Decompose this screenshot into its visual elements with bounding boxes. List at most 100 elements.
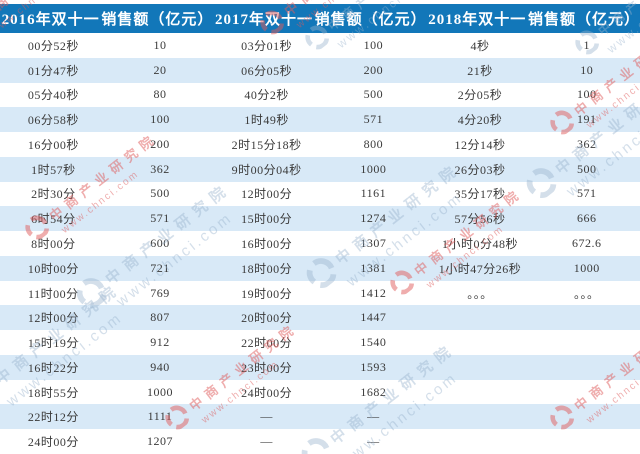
- table-cell: 06分05秒: [241, 63, 293, 78]
- table-cell: 16时00分: [241, 237, 293, 251]
- table-cell: 100: [150, 112, 170, 127]
- table-cell: 。。。: [573, 286, 600, 301]
- table-cell: 20: [153, 62, 167, 77]
- table-row: 12时00分 807 20时00分 1447: [0, 305, 640, 331]
- table-cell: 940: [150, 359, 170, 374]
- table-cell: 1时57秒: [31, 162, 76, 177]
- table-cell: 807: [150, 310, 170, 325]
- table-row: 06分58秒 100 1时49秒 571 4分20秒 191: [0, 107, 640, 133]
- table-cell: 40分2秒: [244, 88, 289, 103]
- table-cell: 4分20秒: [457, 113, 503, 128]
- table-cell: 1381: [360, 260, 387, 275]
- table-cell: 18时55分: [27, 385, 79, 400]
- table-cell: 1447: [360, 310, 387, 325]
- table-cell: 16时22分: [27, 360, 79, 375]
- column-header-2017-sales: 销售额（亿元）: [314, 12, 427, 28]
- table-cell: 362: [576, 136, 597, 151]
- table-cell: 6时54分: [31, 212, 76, 227]
- table-cell: 1000: [573, 260, 600, 275]
- table-cell: 1000: [147, 384, 173, 399]
- table-cell: —: [367, 409, 380, 424]
- table-cell: 800: [363, 136, 384, 151]
- table-cell: 24时00分: [27, 435, 79, 450]
- table-cell: 24时00分: [241, 385, 293, 400]
- table-cell: 200: [363, 62, 384, 77]
- table-cell: 12分14秒: [454, 137, 506, 152]
- table-cell: 571: [150, 211, 170, 226]
- table-cell: 05分40秒: [27, 88, 79, 103]
- table-row: 6时54分 571 15时00分 1274 57分56秒 666: [0, 206, 640, 232]
- table-cell: 57分56秒: [454, 212, 506, 227]
- table-cell: 00分52秒: [27, 38, 79, 53]
- table-cell: 1207: [147, 434, 173, 449]
- table-header-row: 2016年双十一 销售额（亿元） 2017年双十一 销售额（亿元） 2018年双…: [0, 4, 640, 33]
- table-cell: 01分47秒: [27, 63, 79, 78]
- table-cell: 1412: [360, 285, 387, 300]
- table-cell: 10时00分: [27, 261, 79, 276]
- table-cell: 80: [153, 87, 167, 102]
- table-cell: 200: [150, 136, 170, 151]
- table-cell: 03分01秒: [241, 38, 293, 53]
- table-row: 24时00分 1207 — —: [0, 429, 640, 454]
- column-header-2017-time: 2017年双十一: [214, 12, 313, 28]
- table-row: 18时55分 1000 24时00分 1682: [0, 380, 640, 405]
- table-cell: 2分05秒: [457, 88, 503, 103]
- table-cell: 19时00分: [241, 286, 293, 301]
- table-cell: 1小时47分26秒: [438, 261, 522, 276]
- table-row: 8时00分 600 16时00分 1307 1小时0分48秒 672.6: [0, 231, 640, 256]
- table-cell: 22时00分: [241, 336, 293, 351]
- table-cell: 10: [580, 62, 594, 77]
- table-cell: 1: [583, 37, 590, 52]
- table-cell: 1540: [360, 335, 387, 350]
- table-row: 1时57秒 362 9时00分04秒 1000 26分03秒 500: [0, 156, 640, 182]
- table-cell: 18时00分: [241, 261, 293, 276]
- table-cell: 1161: [360, 186, 387, 201]
- table-cell: 912: [150, 335, 170, 350]
- table-cell: 100: [363, 37, 384, 52]
- table-cell: 500: [363, 87, 384, 102]
- table-cell: 21秒: [467, 63, 493, 78]
- table-cell: 1小时0分48秒: [442, 237, 519, 251]
- table-row: 01分47秒 20 06分05秒 200 21秒 10: [0, 57, 640, 83]
- table-cell: —: [367, 434, 380, 449]
- table-cell: 16分00秒: [27, 137, 79, 152]
- top-margin-strip: [0, 0, 640, 4]
- table-cell: 1274: [360, 211, 387, 226]
- table-cell: 20时00分: [241, 311, 293, 326]
- column-header-2016-time: 2016年双十一: [1, 12, 100, 28]
- table-cell: 1111: [147, 409, 173, 424]
- table-row: 15时19分 912 22时00分 1540: [0, 330, 640, 355]
- table-cell: 1时49秒: [244, 113, 289, 128]
- table-row: 22时12分 1111 — —: [0, 404, 640, 430]
- table-cell: 。。。: [467, 286, 493, 301]
- table-cell: —: [260, 409, 273, 424]
- column-header-2018-sales: 销售额（亿元）: [527, 12, 640, 28]
- table-cell: 721: [150, 260, 170, 275]
- table-cell: 26分03秒: [454, 162, 506, 177]
- table-cell: 35分17秒: [454, 187, 506, 202]
- table-body: 00分52秒 10 03分01秒 100 4秒 1 01分47秒 20 06分05秒 200 21秒…: [0, 33, 640, 454]
- table-cell: 8时00分: [31, 237, 76, 251]
- column-header-2018-time: 2018年双十一: [428, 12, 527, 28]
- table-cell: 9时00分04秒: [231, 162, 302, 177]
- table-cell: 571: [363, 112, 384, 127]
- table-row: 16时22分 940 23时00分 1593: [0, 354, 640, 380]
- table-cell: 571: [576, 186, 597, 201]
- table-cell: 2时15分18秒: [231, 137, 302, 152]
- table-cell: 11时00分: [28, 286, 79, 301]
- table-cell: 600: [150, 236, 170, 250]
- table-cell: 12时00分: [241, 187, 293, 202]
- table-cell: 06分58秒: [27, 113, 79, 128]
- table-cell: 15时00分: [241, 212, 293, 227]
- table-cell: 4秒: [470, 38, 490, 53]
- table-cell: 191: [576, 112, 597, 127]
- table-row: 2时30分 500 12时00分 1161 35分17秒 571: [0, 182, 640, 207]
- table-cell: 23时00分: [241, 360, 293, 375]
- table-cell: 1307: [360, 236, 387, 250]
- table-row: 10时00分 721 18时00分 1381 1小时47分26秒 1000: [0, 255, 640, 281]
- table-cell: 672.6: [571, 236, 602, 250]
- table-cell: 1682: [360, 384, 387, 399]
- table-row: 11时00分 769 19时00分 1412 。。。 。。。: [0, 281, 640, 306]
- column-header-2016-sales: 销售额（亿元）: [101, 12, 214, 28]
